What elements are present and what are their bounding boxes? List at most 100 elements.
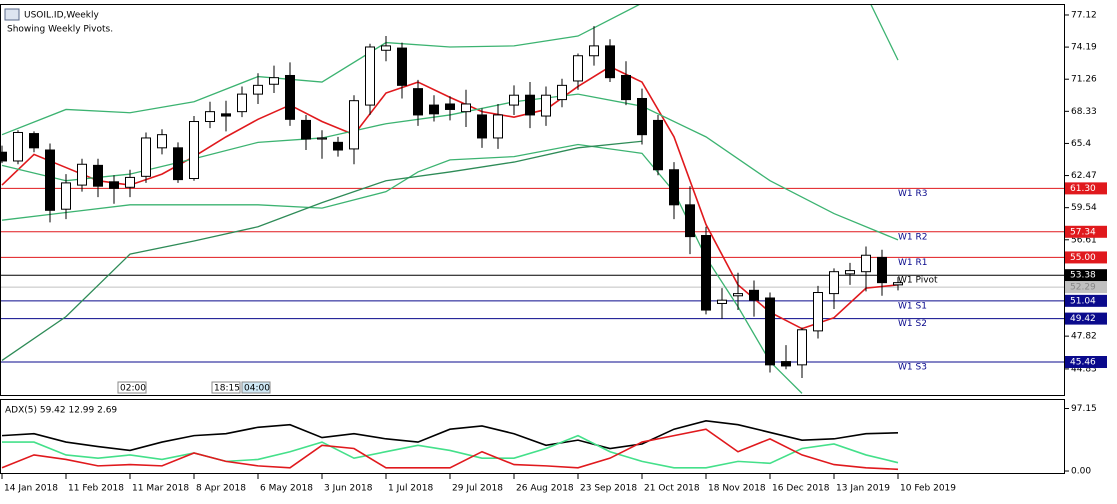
candle-body bbox=[557, 84, 567, 101]
candle-body bbox=[77, 163, 87, 186]
indicator-line bbox=[1, 143, 803, 394]
y-tick-label: 65.4 bbox=[1071, 139, 1091, 149]
candle-body bbox=[861, 254, 871, 273]
pivot-name: W1 S2 bbox=[898, 319, 927, 329]
x-tick-label: 11 Mar 2018 bbox=[132, 484, 189, 494]
candle-body bbox=[13, 131, 23, 162]
price-box bbox=[1065, 251, 1107, 264]
candle-body bbox=[893, 282, 903, 286]
pivot-name: W1 R1 bbox=[898, 258, 927, 268]
candle-body bbox=[797, 329, 807, 366]
chart-title: USOIL.ID,Weekly bbox=[24, 11, 100, 21]
price-box bbox=[1065, 281, 1107, 294]
x-tick-label: 18 Nov 2018 bbox=[708, 484, 766, 494]
candle-body bbox=[349, 100, 359, 150]
candle-body bbox=[317, 137, 327, 140]
candle-body bbox=[205, 111, 215, 123]
candle-body bbox=[573, 55, 583, 82]
candle-body bbox=[829, 271, 839, 295]
candle-body bbox=[221, 113, 231, 117]
candle-body bbox=[637, 97, 647, 136]
indicator-line bbox=[1, 140, 643, 362]
price-box-label: 61.30 bbox=[1070, 184, 1096, 194]
symbol-icon bbox=[4, 8, 20, 21]
x-tick-label: 23 Sep 2018 bbox=[580, 484, 637, 494]
price-box bbox=[1065, 294, 1107, 307]
pivot-name: W1 R3 bbox=[898, 189, 927, 199]
candle-body bbox=[397, 47, 407, 86]
x-tick-label: 21 Oct 2018 bbox=[644, 484, 700, 494]
y-tick-label: 74.19 bbox=[1071, 43, 1097, 53]
candle-body bbox=[301, 119, 311, 140]
x-tick-label: 11 Feb 2018 bbox=[68, 484, 124, 494]
indicator-frame bbox=[0, 399, 1065, 474]
price-box-label: 57.34 bbox=[1070, 227, 1096, 237]
candle-body bbox=[333, 141, 343, 151]
candle-body bbox=[29, 133, 39, 149]
candle-body bbox=[141, 137, 151, 177]
candle-body bbox=[253, 84, 263, 95]
time-label: 02:00 bbox=[120, 384, 146, 394]
candle-body bbox=[461, 103, 471, 113]
pivot-name: W1 R2 bbox=[898, 232, 927, 242]
candle-body bbox=[509, 94, 519, 106]
price-box-label: 53.38 bbox=[1070, 271, 1096, 281]
candle-body bbox=[109, 181, 119, 189]
candle-body bbox=[765, 297, 775, 366]
x-tick-label: 10 Feb 2019 bbox=[900, 484, 956, 494]
y-tick-label: 77.12 bbox=[1071, 10, 1097, 20]
candle-body bbox=[269, 77, 279, 85]
y-tick-label: 68.33 bbox=[1071, 107, 1097, 117]
time-box bbox=[117, 381, 147, 394]
indicator-line bbox=[1, 5, 899, 136]
time-box bbox=[211, 381, 241, 394]
y-tick-label: 71.26 bbox=[1071, 75, 1097, 85]
indicator-title: ADX(5) 59.42 12.99 2.69 bbox=[5, 406, 117, 416]
candle-body bbox=[685, 204, 695, 238]
candle-body bbox=[493, 114, 503, 139]
time-label: 04:00 bbox=[244, 384, 270, 394]
candle-body bbox=[701, 235, 711, 311]
x-tick-label: 16 Dec 2018 bbox=[772, 484, 830, 494]
time-label: 18:15 bbox=[214, 384, 240, 394]
candle-body bbox=[45, 149, 55, 211]
main-frame bbox=[0, 4, 1065, 396]
pivot-name: W1 S1 bbox=[898, 301, 927, 311]
candle-body bbox=[589, 45, 599, 57]
y-tick-label: 44.83 bbox=[1071, 364, 1097, 374]
x-tick-label: 3 Jun 2018 bbox=[324, 484, 373, 494]
candle-body bbox=[749, 289, 759, 301]
price-box-label: 55.00 bbox=[1070, 253, 1096, 263]
x-tick-label: 14 Jan 2018 bbox=[4, 484, 58, 494]
candle-body bbox=[173, 147, 183, 181]
chart-subtitle: Showing Weekly Pivots. bbox=[7, 25, 113, 35]
indicator-line bbox=[1, 420, 899, 452]
indicator-line bbox=[2, 434, 899, 469]
y-tick-label: 97.15 bbox=[1071, 404, 1097, 414]
y-tick-label: 56.61 bbox=[1071, 235, 1097, 245]
price-box-label: 45.46 bbox=[1070, 358, 1096, 368]
price-box bbox=[1065, 312, 1107, 325]
candle-body bbox=[237, 93, 247, 113]
price-box bbox=[1065, 269, 1107, 282]
candle-body bbox=[477, 114, 487, 139]
candle-body bbox=[93, 164, 103, 187]
x-tick-label: 8 Apr 2018 bbox=[196, 484, 246, 494]
x-tick-label: 26 Aug 2018 bbox=[516, 484, 574, 494]
y-tick-label: 0.00 bbox=[1071, 467, 1091, 477]
candle-body bbox=[621, 74, 631, 101]
pivot-name: W1 Pivot bbox=[898, 276, 938, 286]
candle-body bbox=[61, 182, 71, 210]
pivot-name: W1 S3 bbox=[898, 363, 927, 373]
x-tick-label: 1 Jul 2018 bbox=[388, 484, 433, 494]
candle-body bbox=[413, 88, 423, 116]
candle-body bbox=[429, 104, 439, 115]
candle-body bbox=[157, 134, 167, 149]
indicator-line bbox=[1, 428, 899, 471]
candle-body bbox=[605, 45, 615, 79]
candle-body bbox=[669, 169, 679, 206]
y-tick-label: 62.47 bbox=[1071, 171, 1097, 181]
candle-body bbox=[125, 176, 135, 188]
candle-body bbox=[525, 94, 535, 116]
